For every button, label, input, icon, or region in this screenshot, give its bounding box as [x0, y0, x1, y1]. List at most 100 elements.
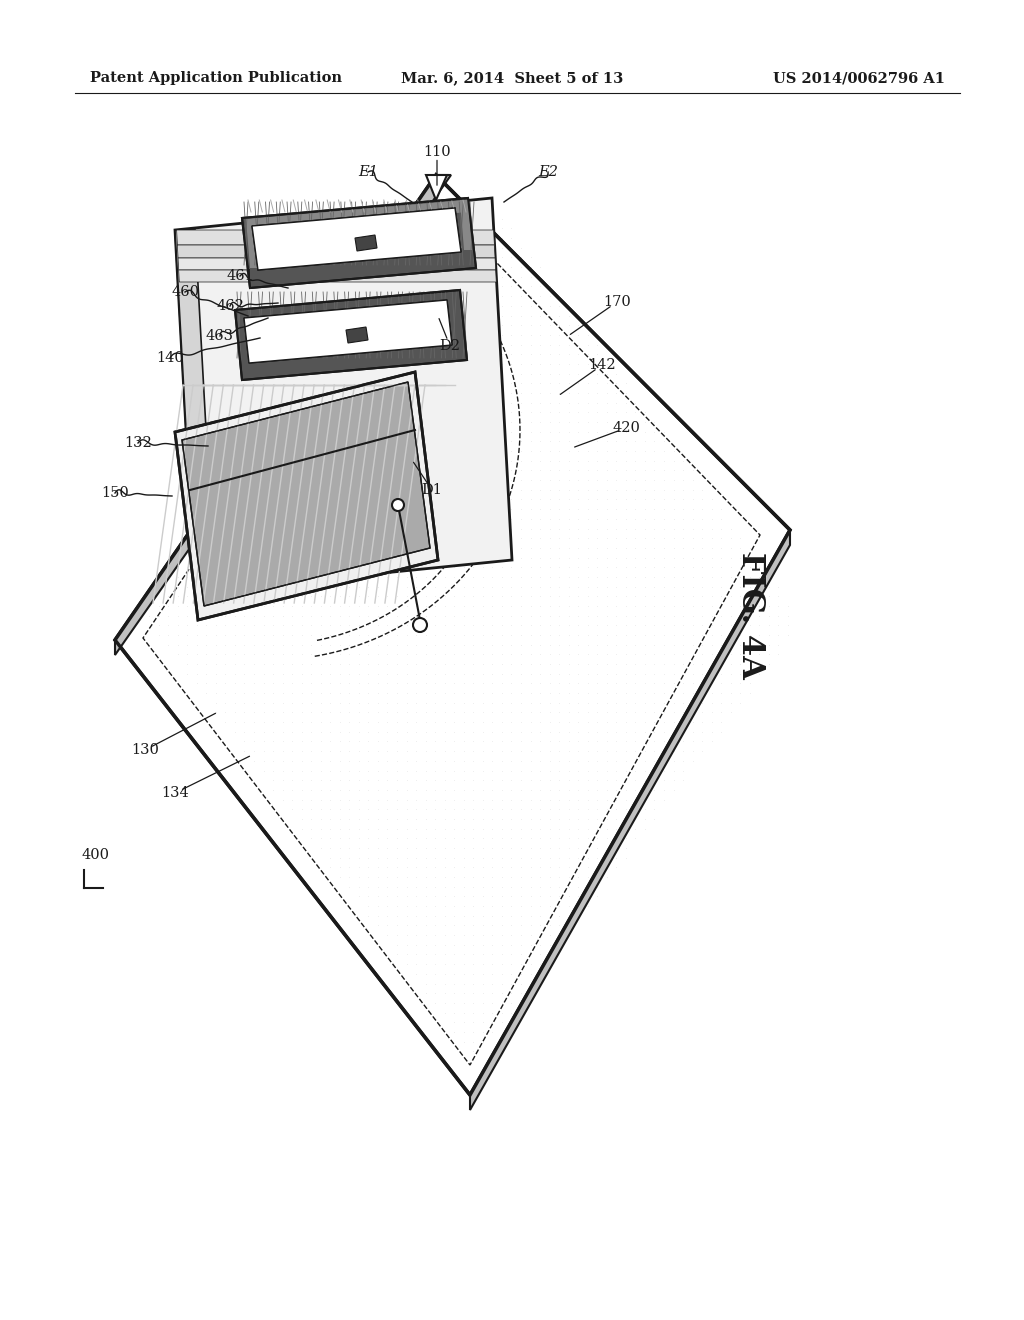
Point [465, 180, 481, 201]
Point [188, 595, 205, 616]
Point [542, 857, 558, 878]
Point [465, 576, 481, 597]
Point [599, 828, 615, 849]
Point [341, 421, 357, 442]
Polygon shape [246, 219, 260, 268]
Point [341, 799, 357, 820]
Point [436, 964, 453, 985]
Point [389, 450, 406, 471]
Point [418, 731, 434, 752]
Point [360, 624, 377, 645]
Point [427, 653, 443, 675]
Point [312, 808, 329, 829]
Point [284, 663, 300, 684]
Point [465, 1011, 481, 1032]
Point [160, 624, 176, 645]
Point [617, 392, 634, 413]
Point [522, 401, 539, 422]
Point [332, 450, 348, 471]
Point [531, 595, 548, 616]
Point [446, 779, 463, 800]
Text: 132: 132 [124, 436, 152, 450]
Point [484, 711, 501, 733]
Point [350, 682, 367, 704]
Point [675, 488, 691, 510]
Point [484, 615, 501, 636]
Point [570, 673, 587, 694]
Point [666, 576, 682, 597]
Point [456, 915, 472, 936]
Point [723, 682, 739, 704]
Point [360, 741, 377, 762]
Point [398, 944, 415, 965]
Point [408, 354, 424, 375]
Point [494, 595, 510, 616]
Point [655, 421, 672, 442]
Point [655, 499, 672, 520]
Point [408, 537, 424, 558]
Point [560, 634, 577, 655]
Point [274, 586, 291, 607]
Point [350, 857, 367, 878]
Point [436, 906, 453, 927]
Point [513, 886, 529, 907]
Point [226, 634, 243, 655]
Point [389, 857, 406, 878]
Point [770, 595, 786, 616]
Point [684, 508, 700, 529]
Point [456, 750, 472, 771]
Point [179, 605, 196, 626]
Point [208, 566, 224, 587]
Point [513, 915, 529, 936]
Point [522, 334, 539, 355]
Point [589, 624, 605, 645]
Point [427, 441, 443, 462]
Point [637, 450, 653, 471]
Point [465, 256, 481, 277]
Point [484, 993, 501, 1014]
Point [608, 499, 625, 520]
Point [398, 363, 415, 384]
Point [418, 818, 434, 840]
Point [484, 227, 501, 248]
Point [370, 663, 386, 684]
Point [666, 450, 682, 471]
Point [465, 383, 481, 404]
Point [513, 653, 529, 675]
Point [456, 227, 472, 248]
Point [379, 421, 395, 442]
Point [436, 847, 453, 869]
Point [323, 392, 339, 413]
Point [560, 750, 577, 771]
Point [589, 343, 605, 364]
Point [484, 1022, 501, 1043]
Point [446, 653, 463, 675]
Point [360, 546, 377, 568]
Point [628, 789, 644, 810]
Point [531, 663, 548, 684]
Point [436, 741, 453, 762]
Point [151, 605, 167, 626]
Point [580, 488, 596, 510]
Point [465, 605, 481, 626]
Point [350, 615, 367, 636]
Point [436, 314, 453, 335]
Point [580, 857, 596, 878]
Point [465, 296, 481, 317]
Point [551, 459, 567, 480]
Point [350, 750, 367, 771]
Point [542, 808, 558, 829]
Text: Patent Application Publication: Patent Application Publication [90, 71, 342, 84]
Point [637, 760, 653, 781]
Point [418, 421, 434, 442]
Point [542, 721, 558, 742]
Point [531, 546, 548, 568]
Point [398, 499, 415, 520]
Point [370, 479, 386, 500]
Point [370, 906, 386, 927]
Point [542, 624, 558, 645]
Point [522, 741, 539, 762]
Point [570, 711, 587, 733]
Point [580, 789, 596, 810]
Point [332, 421, 348, 442]
